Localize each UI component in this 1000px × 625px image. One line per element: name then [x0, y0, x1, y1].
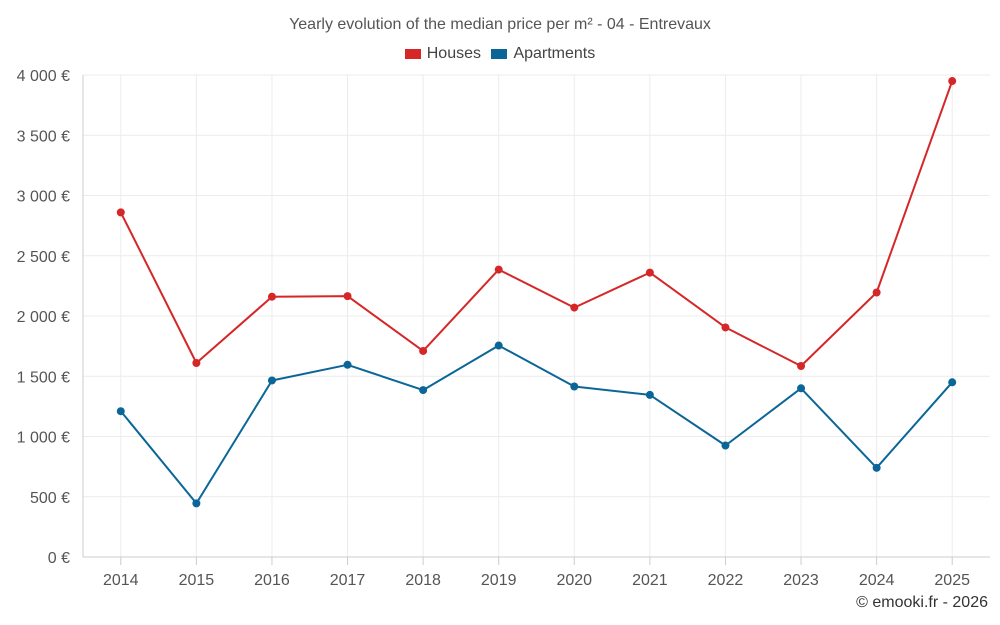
x-tick-label: 2015 — [179, 572, 215, 589]
data-point-apartments — [494, 341, 503, 350]
data-point-apartments — [116, 407, 125, 416]
legend-item-apartments[interactable]: Apartments — [491, 45, 595, 63]
legend-label-apartments: Apartments — [513, 45, 596, 62]
data-point-apartments — [192, 499, 201, 508]
data-point-houses — [267, 292, 276, 301]
data-point-apartments — [872, 463, 881, 472]
data-point-apartments — [797, 384, 806, 393]
data-point-apartments — [343, 360, 352, 369]
data-point-apartments — [267, 376, 276, 385]
y-tick-label: 4 000 € — [17, 68, 70, 85]
series-line-apartments — [120, 344, 953, 505]
legend-swatch-apartments — [491, 49, 508, 59]
data-point-houses — [721, 323, 730, 332]
chart-legend: Houses Apartments — [0, 45, 1000, 64]
x-tick-label: 2023 — [783, 572, 819, 589]
data-point-houses — [116, 208, 125, 217]
x-tick-label: 2019 — [481, 572, 517, 589]
x-tick-label: 2018 — [405, 572, 441, 589]
data-point-apartments — [570, 382, 579, 391]
chart-title: Yearly evolution of the median price per… — [289, 16, 711, 33]
legend-swatch-houses — [404, 49, 421, 59]
x-tick-label: 2021 — [632, 572, 668, 589]
legend-label-houses: Houses — [426, 45, 481, 62]
series-line-houses — [119, 80, 954, 367]
x-tick-label: 2024 — [859, 572, 895, 589]
y-tick-label: 2 000 € — [17, 309, 70, 326]
y-tick-label: 500 € — [30, 490, 70, 507]
data-point-houses — [872, 288, 881, 297]
data-point-apartments — [948, 378, 957, 387]
data-point-houses — [343, 292, 352, 301]
data-point-apartments — [419, 386, 428, 395]
x-tick-label: 2014 — [103, 572, 139, 589]
y-tick-label: 3 000 € — [17, 189, 70, 206]
data-point-apartments — [721, 441, 730, 450]
x-tick-label: 2020 — [556, 572, 592, 589]
data-point-houses — [948, 77, 957, 86]
x-tick-label: 2016 — [254, 572, 290, 589]
data-point-houses — [797, 362, 806, 371]
y-tick-label: 1 000 € — [17, 430, 70, 447]
x-tick-label: 2025 — [934, 572, 970, 589]
data-point-apartments — [645, 390, 654, 399]
x-tick-label: 2017 — [330, 572, 366, 589]
y-tick-label: 0 € — [48, 550, 70, 567]
y-tick-label: 1 500 € — [17, 369, 70, 386]
data-point-houses — [419, 346, 428, 355]
legend-item-houses[interactable]: Houses — [404, 45, 481, 63]
data-point-houses — [645, 268, 654, 277]
credit-text: © emooki.fr - 2026 — [856, 594, 988, 611]
x-tick-label: 2022 — [708, 572, 744, 589]
data-point-houses — [570, 303, 579, 312]
data-point-houses — [192, 358, 201, 367]
y-tick-label: 3 500 € — [17, 128, 70, 145]
y-tick-label: 2 500 € — [17, 249, 70, 266]
data-point-houses — [494, 265, 503, 274]
